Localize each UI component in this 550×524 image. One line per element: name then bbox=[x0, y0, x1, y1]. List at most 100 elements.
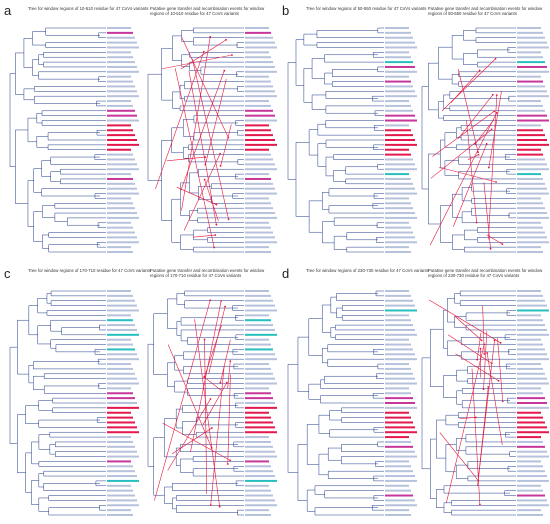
leaf-label bbox=[517, 470, 545, 473]
leaf-label bbox=[517, 358, 549, 361]
leaf-label bbox=[385, 36, 413, 39]
leaf-label bbox=[107, 290, 131, 292]
leaf-label bbox=[245, 75, 269, 78]
leaf-label bbox=[245, 470, 273, 473]
transfer-tree bbox=[421, 290, 549, 516]
leaf-label bbox=[245, 421, 273, 424]
transfer-arrowhead bbox=[229, 459, 232, 462]
leaf-label bbox=[107, 65, 137, 68]
leaf-label bbox=[245, 134, 273, 137]
transfer-arrowhead bbox=[229, 360, 232, 362]
transfer-arrowhead bbox=[226, 463, 229, 465]
transfer-arrowhead bbox=[491, 93, 494, 96]
leaf-label bbox=[385, 387, 409, 390]
leaf-label bbox=[517, 387, 541, 390]
leaf-label bbox=[517, 328, 547, 331]
leaf-label bbox=[107, 148, 131, 151]
transfer-arrowhead bbox=[478, 503, 481, 506]
transfer-arrowhead bbox=[210, 447, 213, 449]
leaf-label bbox=[245, 41, 275, 44]
leaf-label bbox=[245, 85, 273, 88]
leaf-label bbox=[245, 241, 277, 244]
leaf-label bbox=[517, 163, 547, 166]
transfer-arrow bbox=[432, 111, 495, 157]
transfer-arrowhead bbox=[209, 35, 212, 38]
leaf-label bbox=[107, 182, 135, 185]
leaf-label bbox=[245, 124, 269, 127]
transfer-arrow bbox=[171, 427, 212, 455]
transfer-arrowhead bbox=[227, 218, 230, 221]
leaf-label bbox=[517, 148, 541, 151]
leaf-label bbox=[245, 31, 271, 34]
leaf-label bbox=[245, 348, 273, 351]
leaf-label bbox=[517, 56, 543, 59]
leaf-label bbox=[385, 212, 415, 215]
leaf-label bbox=[107, 109, 135, 112]
leaf-label bbox=[245, 109, 273, 112]
leaf-label bbox=[385, 207, 413, 210]
transfer-arrow bbox=[467, 154, 479, 160]
leaf-label bbox=[517, 139, 547, 141]
leaf-label bbox=[385, 475, 415, 478]
leaf-label bbox=[385, 504, 417, 507]
leaf-label bbox=[107, 31, 133, 34]
leaf-label bbox=[245, 392, 271, 395]
transfer-arrowhead bbox=[203, 178, 206, 181]
leaf-label bbox=[107, 343, 133, 346]
transfer-arrow bbox=[466, 120, 477, 223]
leaf-label bbox=[517, 460, 541, 463]
leaf-label bbox=[245, 509, 269, 512]
leaf-label bbox=[517, 290, 541, 292]
leaf-label bbox=[517, 411, 541, 414]
leaf-label bbox=[385, 46, 417, 49]
leaf-label bbox=[385, 139, 415, 141]
transfer-arrow bbox=[188, 70, 217, 225]
leaf-label bbox=[517, 80, 543, 83]
leaf-label bbox=[107, 100, 131, 103]
transfer-arrow bbox=[478, 386, 489, 476]
leaf-label bbox=[385, 309, 417, 312]
transfer-arrowhead bbox=[204, 156, 207, 158]
leaf-label bbox=[245, 309, 277, 312]
transfer-arrowhead bbox=[219, 381, 222, 384]
leaf-label bbox=[517, 304, 547, 307]
leaf-label bbox=[385, 450, 415, 453]
leaf-label bbox=[245, 153, 271, 156]
leaf-label bbox=[517, 416, 543, 419]
leaf-label bbox=[517, 75, 541, 78]
leaf-label bbox=[517, 489, 543, 492]
leaf-label bbox=[385, 358, 417, 361]
leaf-label bbox=[517, 46, 549, 49]
leaf-label bbox=[107, 387, 131, 390]
leaf-label bbox=[107, 134, 135, 137]
leaf-label bbox=[385, 61, 413, 64]
leaf-label bbox=[107, 85, 135, 88]
transfer-arrowhead bbox=[490, 128, 493, 131]
transfer-arrow bbox=[457, 94, 494, 139]
leaf-label bbox=[385, 85, 413, 88]
leaf-label bbox=[245, 46, 277, 49]
transfer-arrowhead bbox=[499, 341, 502, 344]
leaf-label bbox=[107, 494, 135, 497]
transfer-arrowhead bbox=[210, 427, 213, 429]
leaf-label bbox=[245, 177, 271, 180]
leaf-label bbox=[385, 226, 411, 229]
leaf-label bbox=[517, 324, 545, 327]
leaf-label bbox=[517, 100, 541, 103]
leaf-label bbox=[107, 80, 133, 83]
transfer-arrowhead bbox=[501, 243, 504, 246]
leaf-label bbox=[517, 504, 549, 507]
leaf-label bbox=[385, 484, 409, 487]
leaf-label bbox=[517, 61, 545, 64]
leaf-label bbox=[385, 314, 409, 317]
panel-letter: b bbox=[282, 3, 290, 18]
leaf-label bbox=[107, 61, 135, 64]
leaf-label bbox=[245, 363, 269, 366]
transfer-arrowhead bbox=[215, 203, 218, 206]
leaf-label bbox=[385, 338, 409, 341]
leaf-label bbox=[245, 324, 273, 327]
leaf-label bbox=[517, 382, 549, 385]
leaf-label bbox=[385, 445, 413, 448]
leaf-label bbox=[517, 377, 547, 380]
leaf-label bbox=[517, 455, 549, 458]
